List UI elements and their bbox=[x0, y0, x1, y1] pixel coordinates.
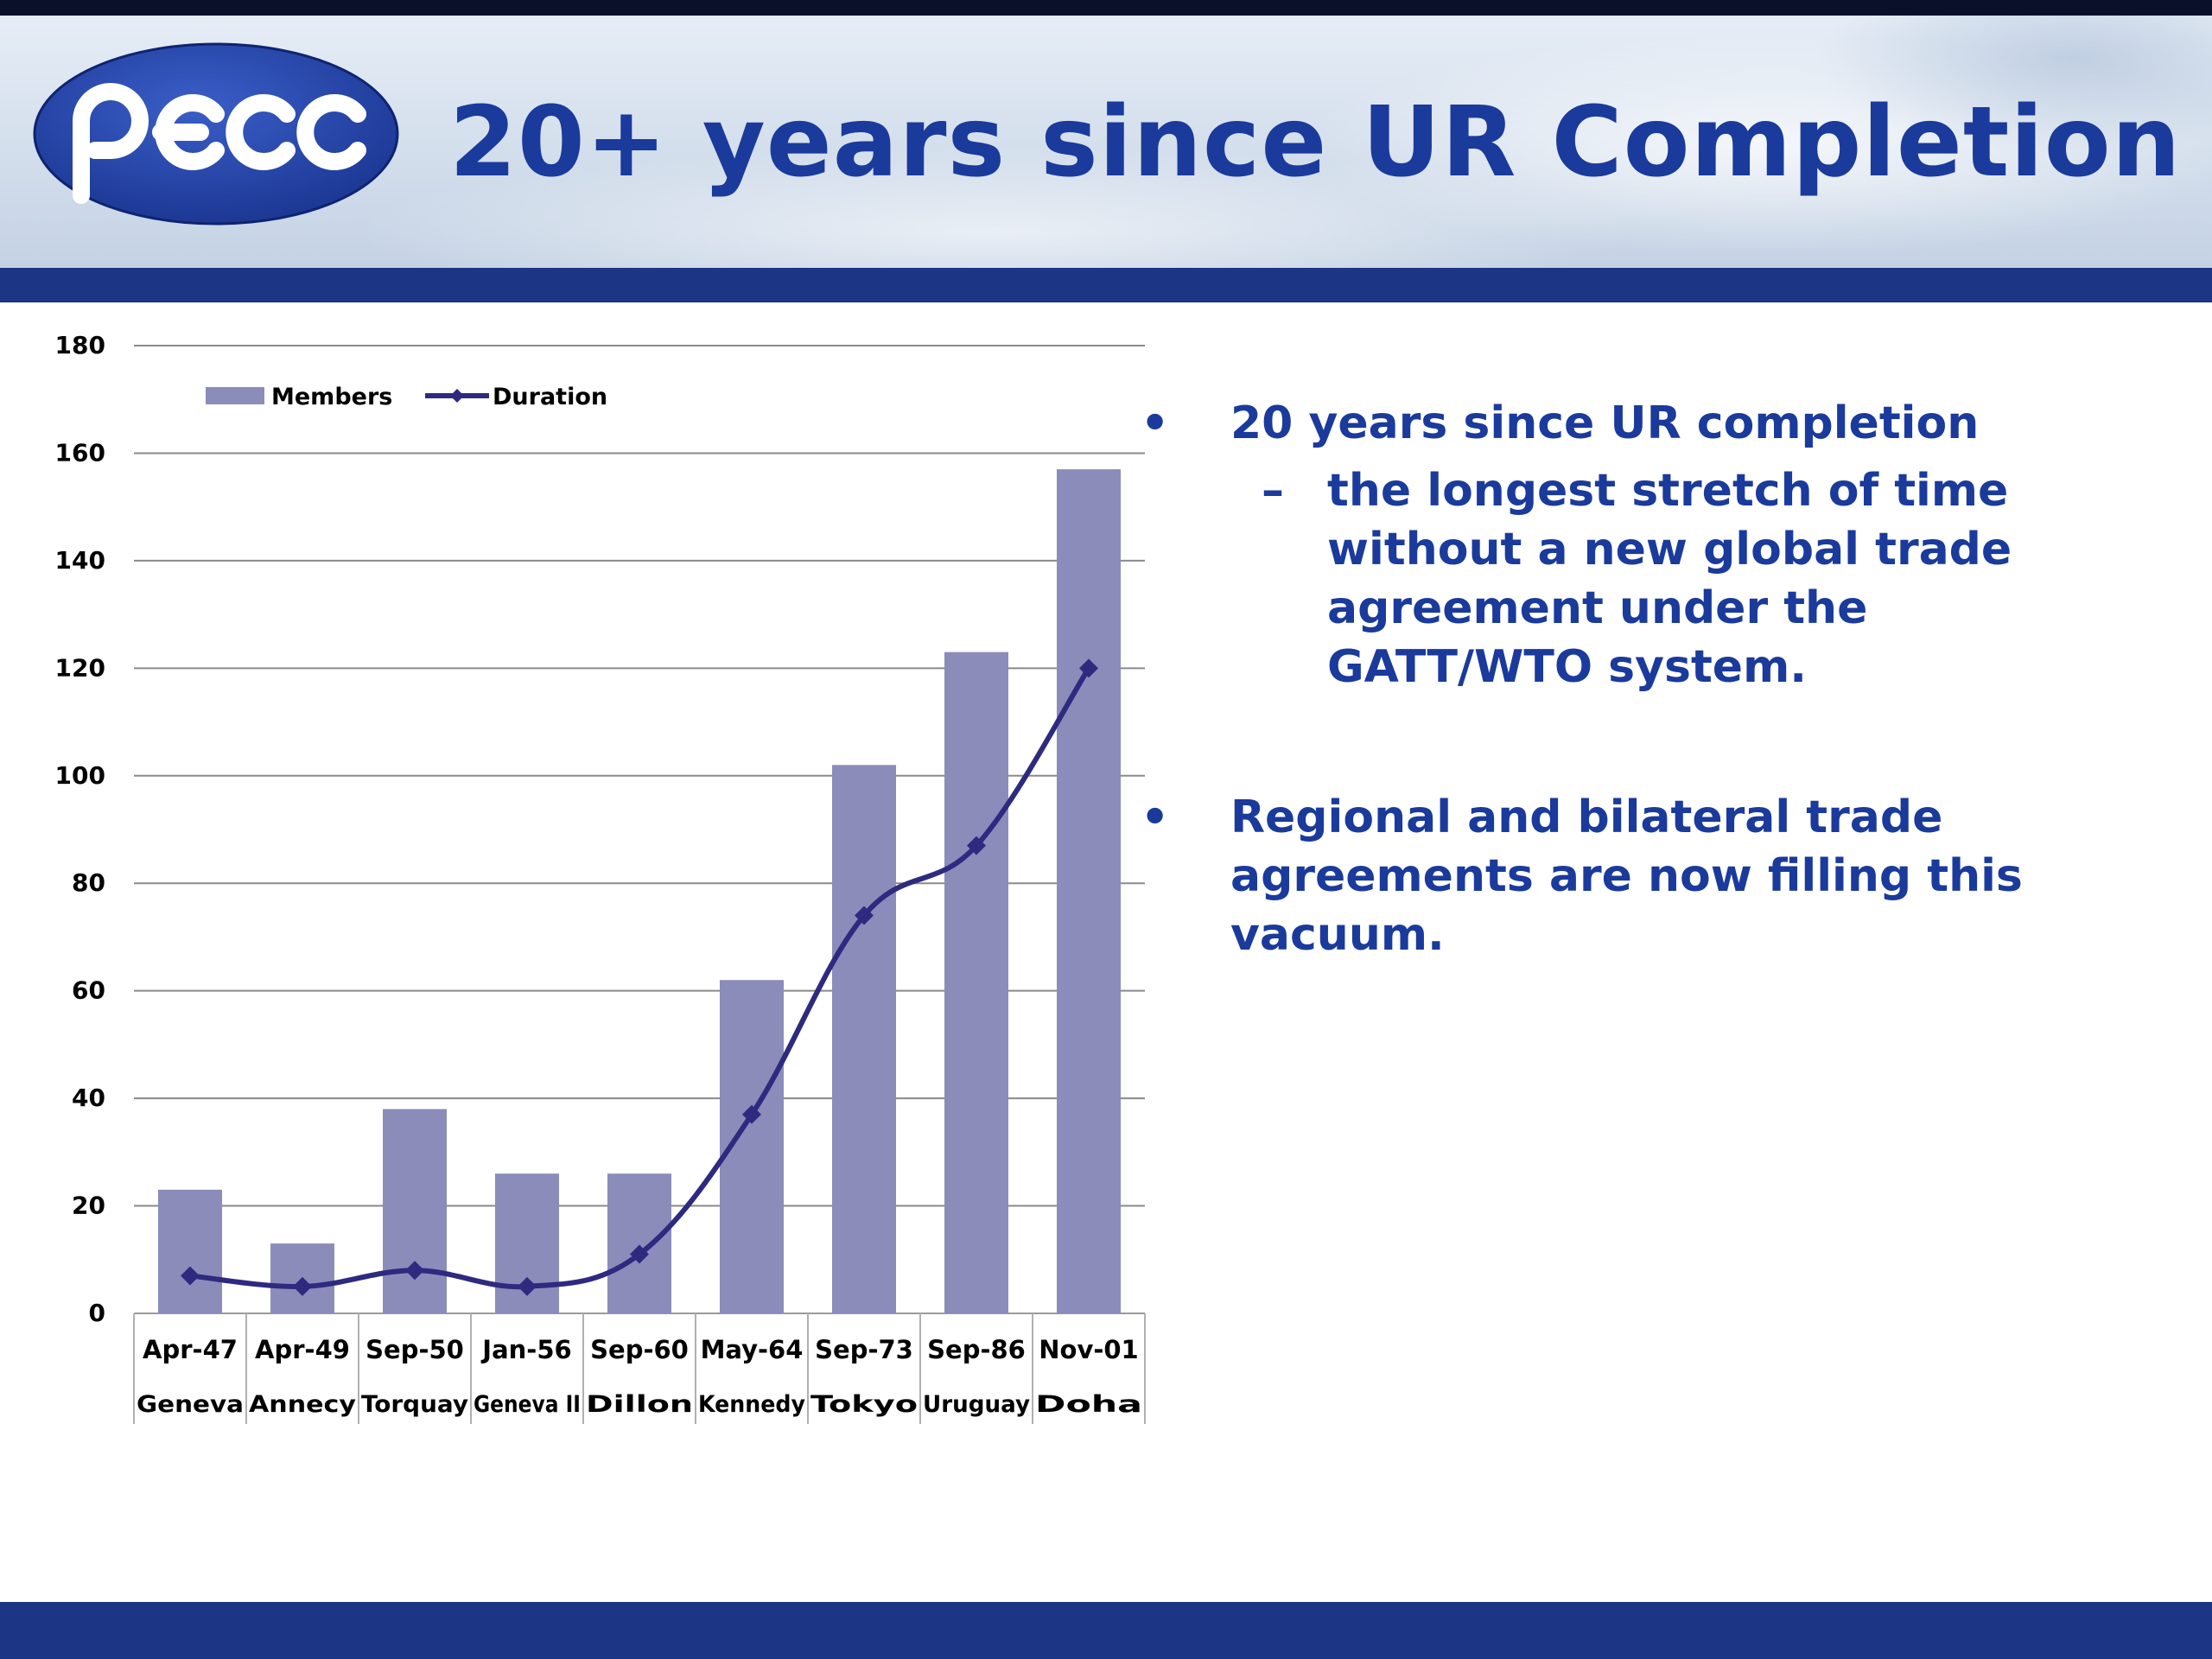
x-subcategory-label: Doha bbox=[1035, 1391, 1142, 1418]
members-bar bbox=[832, 765, 896, 1313]
y-tick-label: 40 bbox=[72, 1084, 105, 1112]
members-duration-chart: 0 20 40 60 80 100 120 140 160 180 Apr-47 Apr-49 Sep-… bbox=[55, 331, 1146, 1424]
members-bar bbox=[158, 1189, 222, 1313]
sub-bullet-item: – the longest stretch of time without a … bbox=[1262, 461, 2088, 696]
duration-marker bbox=[742, 1104, 761, 1124]
x-tick-label: Sep-60 bbox=[590, 1335, 689, 1364]
legend-label-members: Members bbox=[271, 384, 392, 410]
x-tick-label: Apr-47 bbox=[143, 1335, 238, 1364]
x-subcategory-label: Annecy bbox=[249, 1391, 356, 1418]
x-subcategory-label: Torquay bbox=[361, 1391, 468, 1418]
y-tick-label: 0 bbox=[89, 1299, 105, 1327]
slide-title: 20+ years since UR Completion bbox=[449, 86, 2182, 199]
header-band bbox=[0, 268, 2212, 302]
x-tick-label: Jan-56 bbox=[480, 1335, 571, 1364]
x-tick-label: Apr-49 bbox=[255, 1335, 350, 1364]
duration-marker bbox=[630, 1244, 649, 1264]
y-tick-label: 180 bbox=[55, 331, 105, 359]
x-tick-label: Sep-86 bbox=[927, 1335, 1026, 1364]
y-tick-label: 160 bbox=[55, 438, 105, 467]
y-tick-label: 80 bbox=[72, 868, 105, 897]
bullet-list: • 20 years since UR completion – the lon… bbox=[1141, 394, 2177, 964]
x-subcategory-label: Tokyo bbox=[810, 1391, 918, 1418]
pecc-logo bbox=[33, 42, 399, 226]
legend-swatch-members bbox=[206, 387, 264, 404]
slide-header bbox=[0, 16, 2212, 268]
duration-marker bbox=[855, 906, 874, 925]
sub-bullet-text: the longest stretch of time without a ne… bbox=[1327, 465, 2012, 693]
x-tick-label: Nov-01 bbox=[1039, 1335, 1139, 1364]
x-subcategory-label: Geneva II bbox=[474, 1391, 581, 1418]
bullet-item: • Regional and bilateral trade agreement… bbox=[1141, 788, 2181, 964]
bullet-dot: • bbox=[1141, 397, 1170, 449]
y-tick-label: 140 bbox=[55, 546, 105, 575]
duration-marker bbox=[293, 1276, 312, 1296]
duration-marker bbox=[405, 1261, 424, 1281]
duration-marker bbox=[967, 836, 986, 855]
x-subcategory-label: Dillon bbox=[586, 1391, 693, 1418]
y-tick-label: 120 bbox=[55, 653, 105, 682]
y-tick-label: 20 bbox=[72, 1192, 105, 1220]
y-tick-label: 100 bbox=[55, 761, 105, 790]
bullet-text: Regional and bilateral trade agreements … bbox=[1230, 791, 2023, 961]
x-subcategory-label: Kennedy bbox=[698, 1391, 805, 1418]
members-bar bbox=[1057, 469, 1121, 1313]
x-tick-label: Sep-73 bbox=[815, 1335, 913, 1364]
footer-band bbox=[0, 1602, 2212, 1659]
x-subcategory-label: Uruguay bbox=[923, 1391, 1030, 1418]
members-bar bbox=[383, 1109, 447, 1313]
members-bar bbox=[607, 1173, 671, 1313]
top-edge bbox=[0, 0, 2212, 16]
duration-line bbox=[189, 666, 1091, 1290]
legend-label-duration: Duration bbox=[493, 384, 607, 410]
bullet-item: • 20 years since UR completion bbox=[1141, 394, 2177, 453]
x-tick-label: Sep-50 bbox=[365, 1335, 464, 1364]
x-tick-label: May-64 bbox=[701, 1335, 804, 1364]
bullet-dot: • bbox=[1141, 791, 1170, 843]
duration-marker bbox=[181, 1266, 200, 1286]
bullet-text: 20 years since UR completion bbox=[1230, 397, 1980, 449]
x-subcategory-label: Geneva bbox=[137, 1391, 244, 1418]
legend-marker-duration bbox=[450, 389, 464, 403]
sub-bullet-dash: – bbox=[1262, 465, 1284, 517]
y-tick-label: 60 bbox=[72, 976, 105, 1005]
duration-marker bbox=[1079, 658, 1098, 678]
members-bar bbox=[944, 652, 1008, 1313]
duration-marker bbox=[518, 1276, 537, 1296]
